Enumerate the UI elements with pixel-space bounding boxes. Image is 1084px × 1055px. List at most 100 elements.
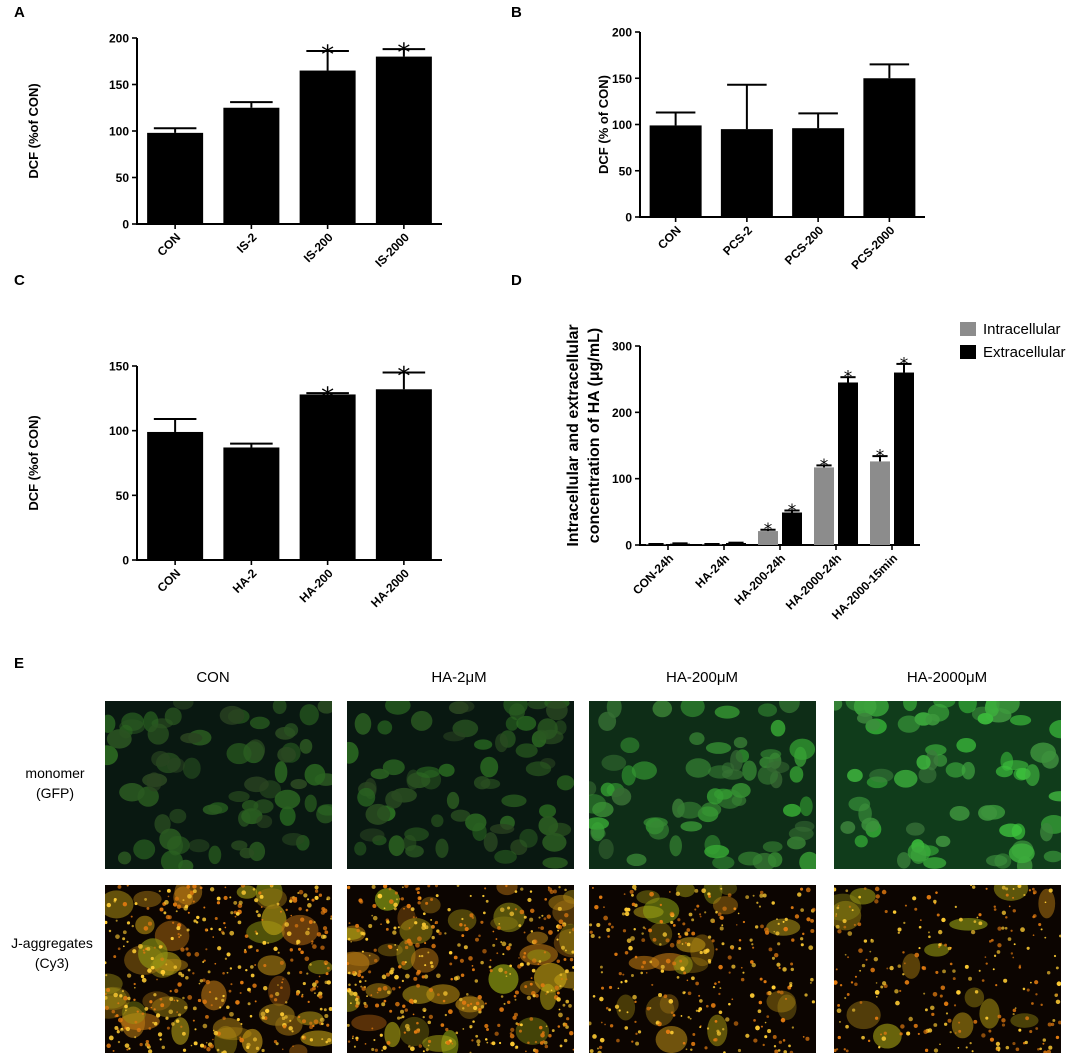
row-label-gfp-line2: (GFP) bbox=[35, 785, 75, 801]
bar-a bbox=[375, 56, 432, 224]
x-tick-label-d: CON-24h bbox=[630, 551, 676, 597]
significance-marker-d-s2: * bbox=[900, 354, 909, 374]
x-tick-label-a: IS-2000 bbox=[372, 230, 412, 270]
bar-d-s2 bbox=[782, 512, 802, 545]
y-tick-label-c: 100 bbox=[109, 424, 129, 438]
panel-letter-c: C bbox=[14, 272, 25, 289]
bar-c bbox=[223, 447, 280, 560]
legend-label-d: Extracellular bbox=[983, 344, 1066, 361]
y-axis-label-b: DCF (% of CON) bbox=[596, 75, 611, 174]
x-tick-label-c: CON bbox=[154, 566, 183, 595]
y-tick-label-d: 300 bbox=[612, 340, 632, 354]
bar-d-s1 bbox=[870, 461, 890, 545]
x-tick-label-c: HA-200 bbox=[297, 566, 336, 605]
y-tick-label-a: 150 bbox=[109, 78, 129, 92]
micrograph-col-label-con: CON bbox=[196, 669, 230, 686]
bar-charts: 0 50 100 150 200 DCF (%of CON) CON IS-2 IS-200 * I… bbox=[26, 26, 1066, 623]
micrograph-cy3-4 bbox=[834, 885, 1061, 1053]
bar-a bbox=[299, 70, 356, 224]
significance-marker-d-s1: * bbox=[764, 520, 773, 540]
bar-d-s1 bbox=[814, 467, 834, 545]
y-tick-label-a: 100 bbox=[109, 125, 129, 139]
micrograph-col-label-ha2: HA-2μM bbox=[431, 669, 487, 686]
panel-letter-a: A bbox=[14, 4, 25, 21]
significance-marker-d-s2: * bbox=[788, 501, 797, 521]
bar-a bbox=[147, 132, 204, 224]
x-tick-label-d: HA-24h bbox=[693, 551, 733, 591]
x-tick-label-d: HA-200-24h bbox=[732, 551, 789, 608]
y-tick-label-a: 50 bbox=[116, 171, 130, 185]
y-axis-label-c: DCF (%of CON) bbox=[26, 415, 41, 510]
bar-c bbox=[147, 431, 204, 560]
y-tick-label-b: 50 bbox=[619, 164, 633, 178]
micrograph-image bbox=[105, 701, 332, 869]
y-tick-label-a: 200 bbox=[109, 32, 129, 46]
significance-marker-d-s1: * bbox=[876, 446, 885, 466]
micrograph-row-label-cy3: J-aggregates (Cy3) bbox=[2, 933, 102, 973]
bar-d-s1 bbox=[758, 531, 778, 545]
bar-b bbox=[863, 78, 916, 217]
bar-d-s2 bbox=[894, 372, 914, 545]
y-tick-label-c: 0 bbox=[122, 554, 129, 568]
x-tick-label-d: HA-2000-24h bbox=[783, 551, 844, 612]
y-tick-label-a: 0 bbox=[122, 218, 129, 232]
micrograph-cy3-2 bbox=[347, 885, 574, 1053]
micrograph-cy3-3 bbox=[589, 885, 816, 1053]
micrograph-image bbox=[589, 701, 816, 869]
bar-b bbox=[792, 128, 845, 217]
row-label-gfp-line1: monomer bbox=[25, 765, 85, 781]
x-tick-label-b: CON bbox=[655, 223, 684, 252]
significance-marker-a: * bbox=[321, 40, 334, 70]
significance-marker-c: * bbox=[321, 382, 334, 412]
micrograph-image bbox=[834, 701, 1061, 869]
micrograph-image bbox=[105, 885, 332, 1053]
x-tick-label-b: PCS-2 bbox=[720, 223, 755, 258]
bar-d-s2 bbox=[838, 382, 858, 545]
bar-c bbox=[299, 394, 356, 560]
bar-b bbox=[720, 129, 773, 217]
micrograph-image bbox=[589, 885, 816, 1053]
micrograph-image bbox=[347, 885, 574, 1053]
y-tick-label-d: 100 bbox=[612, 472, 632, 486]
significance-marker-a: * bbox=[397, 38, 410, 68]
micrograph-image bbox=[347, 701, 574, 869]
y-axis-label-d-line1: Intracellular and extracellular bbox=[565, 324, 582, 546]
x-tick-label-a: IS-2 bbox=[234, 230, 260, 256]
y-tick-label-b: 150 bbox=[612, 72, 632, 86]
panel-letter-e: E bbox=[14, 655, 25, 672]
bar-b bbox=[649, 125, 702, 217]
significance-marker-d-s1: * bbox=[820, 456, 829, 476]
significance-marker-c: * bbox=[397, 362, 410, 392]
x-tick-label-c: HA-2000 bbox=[368, 566, 412, 610]
x-tick-label-b: PCS-2000 bbox=[848, 223, 897, 272]
y-tick-label-b: 0 bbox=[625, 211, 632, 225]
row-label-cy3-line2: (Cy3) bbox=[34, 955, 70, 971]
y-tick-label-c: 50 bbox=[116, 489, 130, 503]
bar-a bbox=[223, 107, 280, 224]
y-tick-label-b: 200 bbox=[612, 26, 632, 40]
micrograph-cy3-1 bbox=[105, 885, 332, 1053]
legend-label-d: Intracellular bbox=[983, 321, 1061, 338]
panel-letter-b: B bbox=[511, 4, 522, 21]
legend-swatch-d bbox=[960, 322, 976, 336]
micrograph-col-label-ha2000: HA-2000μM bbox=[906, 669, 988, 686]
micrograph-row-label-gfp: monomer (GFP) bbox=[5, 763, 105, 803]
y-tick-label-d: 0 bbox=[625, 539, 632, 553]
row-label-cy3-line1: J-aggregates bbox=[11, 935, 93, 951]
x-tick-label-c: HA-2 bbox=[230, 566, 260, 596]
y-axis-label-a: DCF (%of CON) bbox=[26, 83, 41, 178]
significance-marker-d-s2: * bbox=[844, 368, 853, 388]
y-tick-label-d: 200 bbox=[612, 406, 632, 420]
y-tick-label-b: 100 bbox=[612, 118, 632, 132]
y-tick-label-c: 150 bbox=[109, 360, 129, 374]
panel-letter-d: D bbox=[511, 272, 522, 289]
micrograph-image bbox=[834, 885, 1061, 1053]
bar-c bbox=[375, 389, 432, 560]
micrograph-gfp-1 bbox=[105, 701, 332, 869]
micrograph-gfp-4 bbox=[834, 701, 1061, 869]
micrograph-gfp-3 bbox=[589, 701, 816, 869]
micrograph-gfp-2 bbox=[347, 701, 574, 869]
x-tick-label-a: CON bbox=[154, 230, 183, 259]
x-tick-label-a: IS-200 bbox=[301, 230, 336, 265]
x-tick-label-b: PCS-200 bbox=[782, 223, 827, 268]
